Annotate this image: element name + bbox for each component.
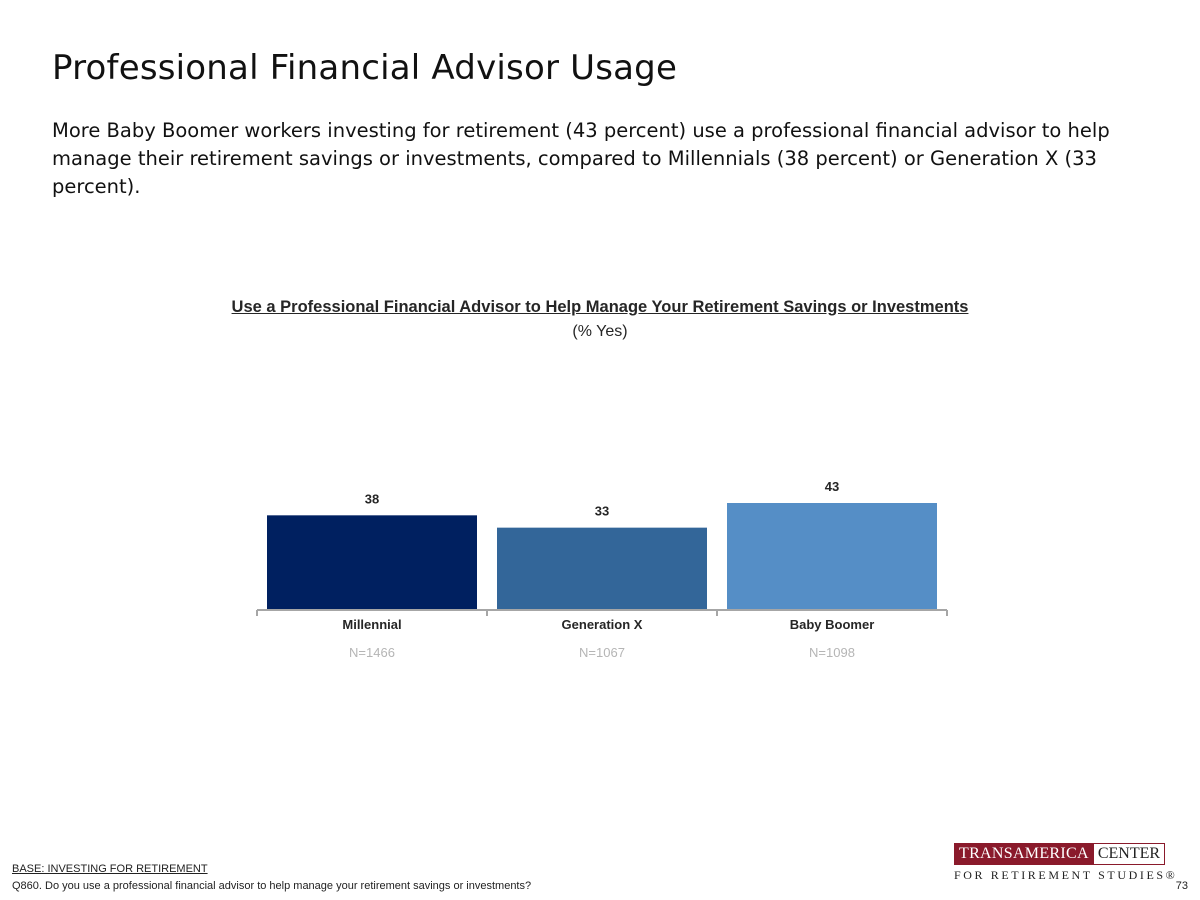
sample-size-label: N=1098 <box>809 645 855 660</box>
question-note: Q860. Do you use a professional financia… <box>12 880 532 892</box>
data-label: 38 <box>365 491 379 506</box>
sample-size-label: N=1067 <box>579 645 625 660</box>
category-label: Baby Boomer <box>790 617 875 632</box>
logo-center-text: CENTER <box>1093 843 1166 865</box>
category-label: Generation X <box>562 617 643 632</box>
page-number: 73 <box>1175 880 1188 892</box>
base-note: BASE: INVESTING FOR RETIREMENT <box>12 863 208 875</box>
page-title: Professional Financial Advisor Usage <box>52 48 678 88</box>
sample-size-label: N=1466 <box>349 645 395 660</box>
bar <box>267 515 477 609</box>
bar <box>497 527 707 609</box>
lead-paragraph: More Baby Boomer workers investing for r… <box>52 119 1110 198</box>
transamerica-logo: TRANSAMERICA CENTER FOR RETIREMENT STUDI… <box>954 843 1178 883</box>
data-label: 33 <box>595 504 609 519</box>
logo-brand-text: TRANSAMERICA <box>954 843 1094 865</box>
data-label: 43 <box>825 479 839 494</box>
chart-subtitle: (% Yes) <box>572 323 628 340</box>
bar <box>727 503 937 609</box>
chart-title: Use a Professional Financial Advisor to … <box>231 298 969 316</box>
logo-tagline: FOR RETIREMENT STUDIES® <box>954 868 1178 882</box>
category-label: Millennial <box>342 617 401 632</box>
